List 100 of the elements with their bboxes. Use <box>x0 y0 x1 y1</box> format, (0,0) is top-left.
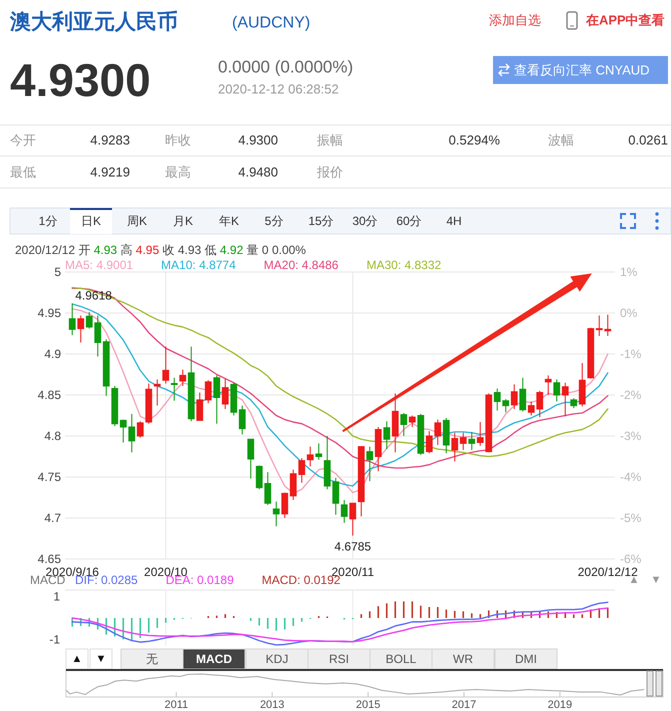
candlestick <box>272 501 280 527</box>
text: 1分 <box>38 214 58 228</box>
candlestick <box>340 499 348 524</box>
y-tick-label: 4.75 <box>38 470 62 484</box>
candlestick <box>468 431 476 450</box>
candlestick <box>562 382 569 417</box>
candlestick <box>102 338 110 396</box>
candlestick <box>553 378 560 402</box>
y2-tick-label: 1% <box>620 265 638 279</box>
text: WR <box>453 652 474 666</box>
candlestick <box>247 438 254 480</box>
text: 0.0261 <box>628 132 668 148</box>
candlestick <box>179 369 186 386</box>
text: 4.9219 <box>90 164 130 180</box>
candlestick <box>281 492 288 518</box>
candlestick <box>536 390 544 418</box>
y2-tick-label: -3% <box>620 429 642 444</box>
candlestick <box>264 472 272 506</box>
x-tick-label: 2013 <box>260 699 284 711</box>
candlestick <box>213 374 220 424</box>
y-tick-label: 4.7 <box>44 511 62 525</box>
text: MA10: 4.8774 <box>161 258 236 272</box>
candlestick <box>476 422 484 446</box>
chart-title: 2020/12/12 开 4.93 高 4.95 收 4.93 低 4.92 量 0 0.00% <box>15 243 306 257</box>
text: 0.0000 (0.0000%) <box>218 58 354 76</box>
candlestick <box>86 312 93 330</box>
candlestick <box>494 388 501 412</box>
candlestick <box>154 378 161 406</box>
candlestick <box>417 413 424 456</box>
candlestick <box>460 432 467 450</box>
text: 最高 <box>165 164 191 180</box>
candlestick <box>442 417 450 454</box>
candlestick <box>315 442 322 460</box>
text: 4.9283 <box>90 132 130 148</box>
candlestick <box>230 382 238 416</box>
text: 最低 <box>10 164 36 180</box>
text: 4H <box>446 214 462 228</box>
text: 无 <box>146 652 158 666</box>
text: 4.9300 <box>10 54 151 106</box>
candlestick <box>604 314 612 337</box>
candlestick <box>366 446 374 482</box>
text: 4.9300 <box>238 132 278 148</box>
candlestick <box>502 398 510 413</box>
y-tick-label: 4.65 <box>38 552 62 566</box>
text: 4.9480 <box>238 164 278 180</box>
candlestick <box>383 420 390 450</box>
candlestick <box>68 302 76 336</box>
text: KDJ <box>266 652 288 666</box>
candlestick <box>570 398 578 409</box>
text: ▲ <box>72 653 82 665</box>
x-tick-label: 2017 <box>452 699 476 711</box>
text: 30分 <box>352 214 378 228</box>
text: 年K <box>218 214 240 228</box>
text: MACD <box>196 652 232 666</box>
candlestick <box>324 436 331 490</box>
candlestick <box>434 419 442 446</box>
x-tick-label: 2019 <box>548 699 572 711</box>
y-tick-label: 5 <box>54 265 62 279</box>
candlestick <box>94 314 102 357</box>
candlestick <box>544 374 552 396</box>
text: 0.5294% <box>448 132 500 148</box>
y2-tick-label: 0% <box>620 306 638 320</box>
candlestick <box>374 426 382 472</box>
text: 添加自选 <box>489 12 541 28</box>
candlestick <box>519 377 526 412</box>
text: MA20: 4.8486 <box>264 258 339 272</box>
text: BOLL <box>386 652 417 666</box>
candlestick <box>510 384 518 410</box>
text: 报价 <box>316 164 343 180</box>
line-series <box>72 607 608 642</box>
y2-tick-label: -5% <box>620 511 642 526</box>
candlestick <box>238 405 246 435</box>
candlestick <box>145 383 152 424</box>
y2-tick-label: -1% <box>620 347 642 362</box>
candlestick <box>128 413 136 453</box>
candlestick <box>298 458 306 484</box>
candlestick <box>587 327 594 380</box>
candlestick <box>188 346 195 422</box>
text: 查看反向汇率 CNYAUD <box>514 62 650 78</box>
text: 波幅 <box>548 132 574 148</box>
candlestick <box>408 415 416 428</box>
candlestick <box>290 469 297 500</box>
candlestick <box>120 419 127 444</box>
candlestick <box>136 420 144 438</box>
y-tick-label: -1 <box>49 632 60 647</box>
candlestick <box>170 377 178 402</box>
text: 5分 <box>264 214 284 228</box>
text: ▼ <box>96 653 106 665</box>
candlestick <box>400 412 408 436</box>
text: 15分 <box>308 214 334 228</box>
x-tick-label: 2011 <box>164 699 188 711</box>
x-tick-label: 2015 <box>356 699 380 711</box>
candlestick <box>77 314 84 344</box>
text: 今开 <box>10 132 36 148</box>
text: 日K <box>80 214 102 228</box>
text: DMI <box>515 652 537 666</box>
text: 60分 <box>396 214 422 228</box>
y-tick-label: 4.95 <box>38 306 62 320</box>
candlestick <box>485 392 492 453</box>
line-series <box>72 602 608 646</box>
